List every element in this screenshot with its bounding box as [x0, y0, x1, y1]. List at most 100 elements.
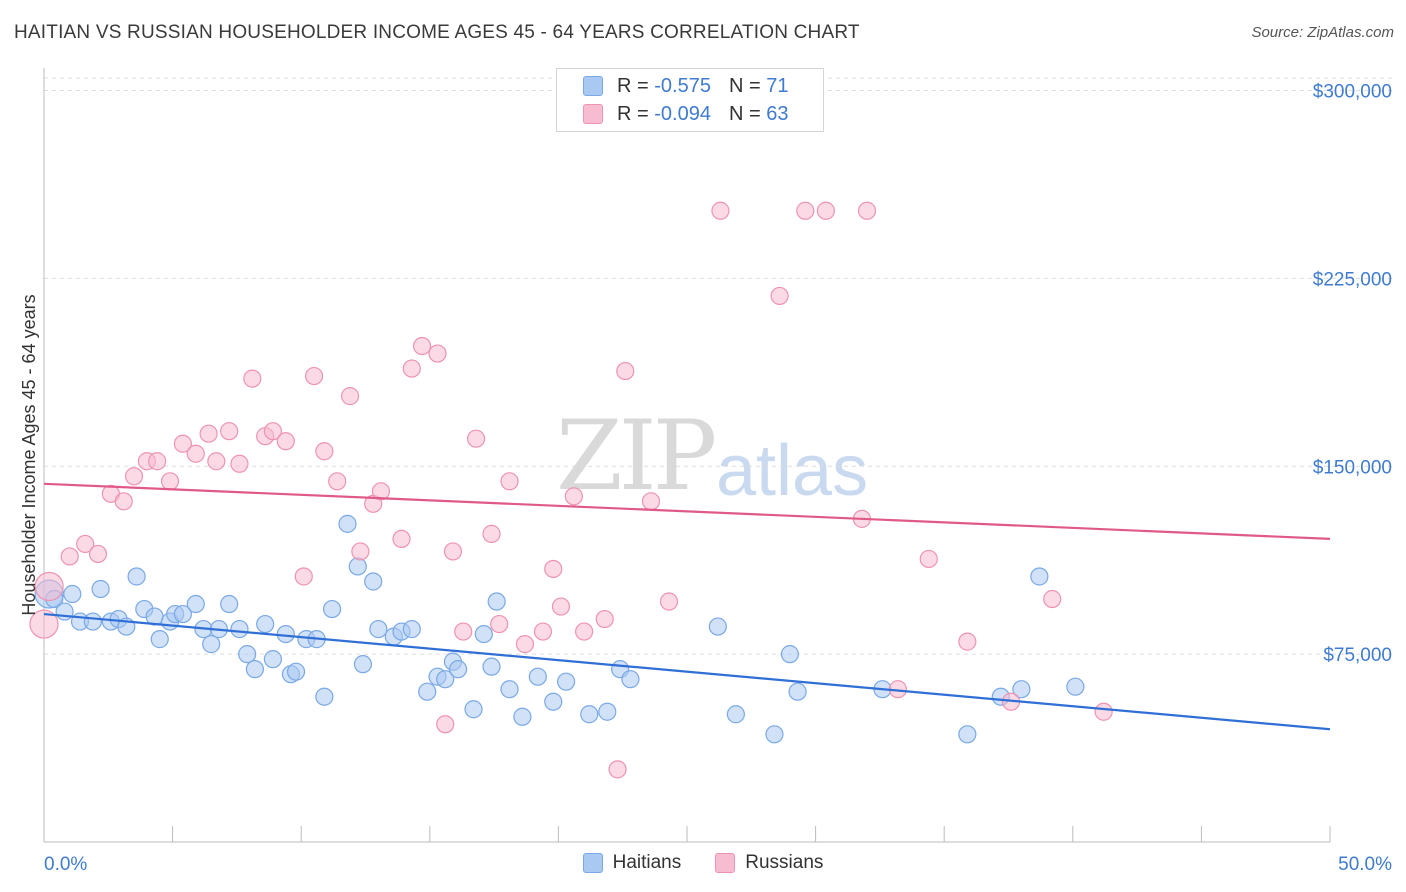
russians-point — [428, 344, 447, 363]
russians-point — [711, 201, 730, 220]
x-tick-label: 50.0% — [1338, 854, 1392, 875]
haitians-point — [63, 584, 82, 604]
haitians-point — [186, 594, 205, 614]
haitians-point — [482, 657, 501, 676]
russians-point — [500, 472, 519, 491]
russians-point — [770, 286, 789, 306]
russians-point — [454, 622, 473, 641]
russians-point — [1043, 589, 1062, 609]
russians-point — [515, 635, 535, 654]
haitians-point — [708, 617, 727, 636]
haitians-point — [487, 592, 506, 611]
y-tick-label: $75,000 — [1323, 645, 1392, 666]
russians-point — [616, 361, 635, 381]
haitians-point — [353, 655, 373, 674]
haitians-point — [557, 672, 576, 691]
russians-point — [114, 492, 133, 511]
source-note: Source: ZipAtlas.com — [1251, 24, 1394, 41]
tick-labels: $75,000 $150,000 $225,000 $300,000 0.0% 50.0% — [44, 82, 1392, 875]
haitians-point — [1012, 680, 1031, 699]
russians-point — [796, 201, 815, 220]
haitians-point — [464, 700, 483, 719]
y-tick-label: $150,000 — [1313, 457, 1392, 478]
russians-point — [958, 632, 977, 651]
russians-point — [402, 359, 421, 378]
haitians-point — [621, 670, 640, 689]
russians-point — [294, 567, 313, 586]
y-tick-label: $225,000 — [1313, 269, 1392, 290]
haitians-point — [238, 645, 257, 664]
russians-point — [199, 424, 218, 443]
russians-point — [659, 592, 679, 611]
haitians-point — [364, 572, 383, 591]
haitians-point — [528, 667, 547, 686]
haitians-point — [402, 619, 421, 639]
haitians-point — [230, 619, 249, 639]
haitians-trend-line — [43, 612, 1331, 731]
watermark-atlas: atlas — [716, 431, 869, 511]
trend-lines — [43, 482, 1331, 731]
russians-point — [315, 442, 334, 461]
legend-item-russians[interactable]: Russians — [715, 852, 823, 874]
russians-point — [76, 534, 95, 554]
haitians-point — [83, 612, 102, 631]
y-tick-label: $300,000 — [1313, 82, 1392, 103]
russians-point — [533, 622, 553, 641]
russians-point — [88, 544, 108, 564]
russians-point — [276, 432, 295, 451]
russians-point — [148, 452, 167, 471]
russians-point — [608, 760, 627, 779]
russians-legend-swatch — [715, 853, 736, 873]
axes — [43, 68, 1331, 843]
haitians-point — [448, 660, 468, 679]
russians-point — [207, 452, 226, 471]
russians-point — [595, 609, 614, 629]
haitians-point — [544, 692, 563, 711]
haitians-point — [220, 594, 239, 614]
haitians-point — [315, 687, 334, 706]
russians-point — [1094, 702, 1113, 721]
haitians-point — [150, 630, 169, 649]
haitians-point — [245, 660, 265, 679]
data-points — [29, 201, 1113, 779]
haitians-point — [780, 645, 799, 664]
correlation-legend: R = -0.575 N = 71 R = -0.094 N = 63 — [556, 68, 824, 132]
russians-point — [564, 487, 583, 506]
n-label: N = — [728, 74, 761, 97]
russians-point — [60, 547, 79, 566]
legend-item-haitians[interactable]: Haitians — [582, 852, 681, 874]
haitians-point — [765, 725, 784, 744]
haitians-point — [369, 619, 388, 639]
r-value: -0.575 — [654, 74, 711, 97]
haitians-point — [418, 682, 437, 701]
haitians-point — [263, 650, 283, 669]
r-value: -0.094 — [654, 102, 711, 125]
russians-point — [392, 529, 411, 549]
haitians-legend-swatch — [582, 853, 603, 873]
russians-point — [340, 387, 360, 406]
russians-point — [220, 422, 239, 441]
series-legend: Haitians Russians — [0, 852, 1406, 874]
russians-point — [641, 492, 661, 511]
russians-point — [160, 472, 180, 491]
russians-point — [371, 482, 391, 501]
haitians-point — [322, 599, 342, 619]
haitians-point — [598, 702, 617, 721]
russians-point — [857, 201, 877, 220]
russians-point — [919, 549, 938, 569]
russians-point — [29, 609, 59, 639]
haitians-point — [1030, 567, 1049, 586]
n-label: N = — [728, 102, 761, 125]
x-tick-label: 0.0% — [44, 854, 87, 875]
russians-point — [124, 467, 144, 486]
russians-swatch — [583, 104, 603, 124]
haitians-swatch — [583, 76, 603, 96]
russians-point — [351, 542, 370, 561]
r-label: R = — [617, 102, 649, 125]
haitians-point — [91, 579, 110, 599]
haitians-point — [958, 725, 977, 744]
russians-point — [575, 622, 594, 641]
russians-point — [173, 434, 192, 453]
n-value: 63 — [766, 102, 789, 125]
